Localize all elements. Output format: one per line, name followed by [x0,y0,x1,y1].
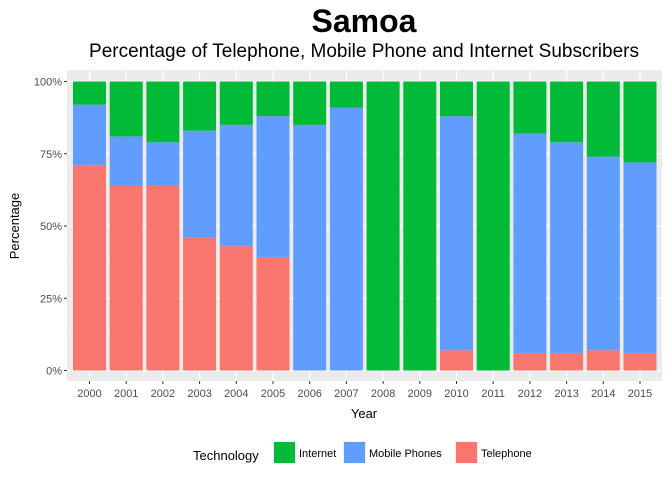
bar-mobile-phones-2004 [219,124,253,247]
bar-telephone-2014 [586,350,620,371]
bar-internet-2004 [219,81,253,125]
y-axis-title: Percentage [7,193,22,260]
bar-mobile-phones-2005 [256,116,290,258]
bar-internet-2009 [403,81,437,371]
bar-internet-2003 [183,81,217,131]
bar-internet-2007 [329,81,363,108]
x-tick-label: 2014 [591,388,615,400]
bar-telephone-2004 [219,246,253,371]
bar-internet-2012 [513,81,547,134]
legend-swatch-mobile-phones [344,442,365,463]
x-tick-label: 2011 [481,388,505,400]
bar-telephone-2000 [73,165,106,371]
bar-mobile-phones-2002 [146,142,180,186]
legend-label-telephone: Telephone [481,448,532,460]
bar-mobile-phones-2010 [440,116,473,351]
legend-label-internet: Internet [299,448,336,460]
x-tick-label: 2002 [151,388,175,400]
x-tick-label: 2010 [444,388,468,400]
bar-internet-2011 [476,81,510,371]
bar-telephone-2013 [550,353,584,371]
chart-title: Samoa [312,3,417,39]
legend-swatch-telephone [456,442,477,463]
bars [73,81,657,371]
legend-title: Technology [193,448,259,463]
y-tick-label: 50% [40,221,62,233]
x-tick-label: 2006 [297,388,321,400]
bar-mobile-phones-2015 [623,162,657,354]
x-tick-label: 2004 [224,388,248,400]
bar-internet-2010 [440,81,473,117]
bar-telephone-2015 [623,353,657,371]
x-tick-label: 2000 [77,388,101,400]
x-axis-ticks: 2000 2001 2002 2003 2004 2005 2006 2007 2008 2009… [77,381,652,400]
bar-internet-2000 [73,81,106,105]
bar-telephone-2002 [146,185,180,371]
bar-telephone-2005 [256,257,290,371]
bar-mobile-phones-2006 [293,124,327,371]
bar-telephone-2012 [513,353,547,371]
bar-mobile-phones-2001 [109,136,143,186]
x-tick-label: 2009 [408,388,432,400]
legend-swatch-internet [274,442,295,463]
y-tick-label: 75% [40,149,62,161]
x-axis-title: Year [351,406,378,421]
x-tick-label: 2008 [371,388,395,400]
x-tick-label: 2015 [628,388,652,400]
x-tick-label: 2013 [554,388,578,400]
bar-internet-2008 [366,81,400,371]
x-tick-label: 2005 [261,388,285,400]
bar-mobile-phones-2000 [73,104,106,166]
y-tick-label: 25% [40,293,62,305]
bar-internet-2014 [586,81,620,157]
bar-internet-2002 [146,81,180,143]
x-tick-label: 2007 [334,388,358,400]
bar-mobile-phones-2013 [550,142,584,354]
chart-subtitle: Percentage of Telephone, Mobile Phone an… [89,41,639,62]
y-tick-label: 100% [34,77,62,89]
bar-internet-2006 [293,81,327,125]
y-axis-ticks: 0% 25% 50% 75% 100% [34,77,67,378]
legend: Technology Internet Mobile Phones Telephon… [193,441,532,464]
bar-internet-2005 [256,81,290,117]
bar-internet-2015 [623,81,657,163]
x-tick-label: 2012 [518,388,542,400]
x-tick-label: 2003 [187,388,211,400]
bar-mobile-phones-2014 [586,156,620,351]
bar-telephone-2010 [440,350,473,371]
bar-mobile-phones-2003 [183,130,217,238]
bar-internet-2001 [109,81,143,137]
bar-mobile-phones-2007 [329,107,363,371]
bar-telephone-2001 [109,185,143,371]
bar-mobile-phones-2012 [513,133,547,354]
bar-telephone-2003 [183,237,217,371]
y-tick-label: 0% [46,366,62,378]
bar-internet-2013 [550,81,584,143]
x-tick-label: 2001 [114,388,138,400]
legend-label-mobile-phones: Mobile Phones [369,448,442,460]
